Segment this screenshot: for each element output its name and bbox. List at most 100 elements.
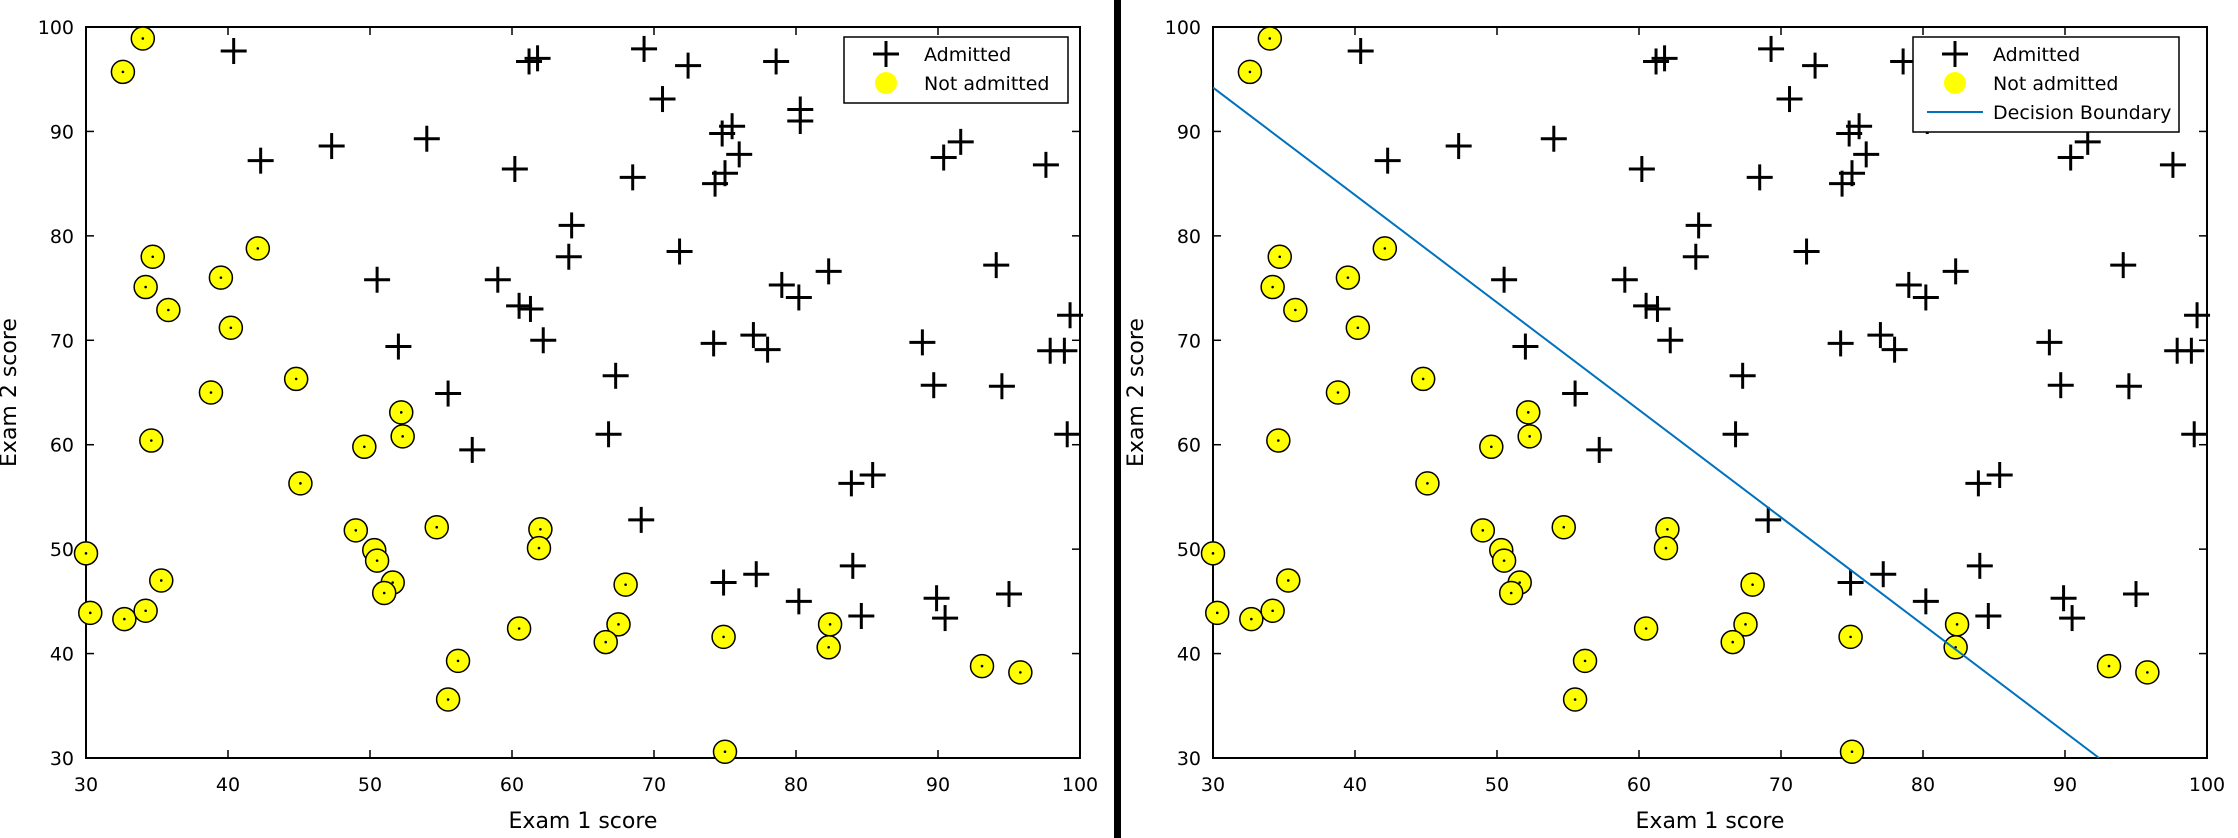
- not-admitted-point-center: [1481, 529, 1485, 532]
- not-admitted-point-center: [401, 435, 404, 438]
- admitted-point: [1986, 461, 2013, 488]
- not-admitted-point-center: [1664, 546, 1668, 550]
- admitted-point: [501, 156, 528, 183]
- admitted-point: [1881, 336, 1908, 363]
- x-tick-label: 50: [358, 774, 382, 796]
- x-tick-label: 40: [216, 774, 240, 796]
- not-admitted-point-center: [391, 581, 395, 584]
- not-admitted-point-center: [219, 276, 223, 279]
- x-tick-label: 100: [1062, 774, 1098, 796]
- legend-label: Admitted: [1993, 44, 2080, 66]
- admitted-point: [1839, 160, 1865, 187]
- admitted-point: [709, 120, 736, 147]
- legend: Admitted Not admitted Decision Boundary: [1912, 36, 2180, 133]
- admitted-point: [1793, 238, 1820, 265]
- not-admitted-point-center: [167, 308, 170, 312]
- legend-not-admitted-marker: [875, 72, 897, 94]
- admitted-point: [628, 506, 655, 533]
- admitted-point: [506, 292, 533, 319]
- admitted-point: [743, 561, 770, 588]
- not-admitted-point-center: [1356, 326, 1360, 330]
- admitted-point: [700, 330, 727, 357]
- chart-panel-1: 30 40 50 60 70 80 90 100 30 40 50 60 70 80 90 100 Exam 1…: [0, 17, 1098, 834]
- not-admitted-point-center: [517, 627, 521, 630]
- y-tick-label: 70: [50, 330, 74, 352]
- admitted-point: [2115, 373, 2142, 400]
- not-admitted-point-center: [141, 37, 145, 40]
- not-admitted-point-center: [1215, 611, 1219, 615]
- admitted-point: [1776, 86, 1803, 113]
- x-tick-label: 50: [1485, 774, 1509, 796]
- not-admitted-point-center: [294, 377, 298, 381]
- admitted-point: [2050, 585, 2077, 612]
- admitted-point: [785, 588, 812, 615]
- admitted-point: [1644, 295, 1671, 322]
- admitted-point: [754, 336, 781, 363]
- admitted-point: [848, 602, 875, 629]
- not-admitted-point-center: [1528, 435, 1531, 438]
- y-tick-label: 40: [1177, 644, 1201, 666]
- admitted-point: [1562, 380, 1589, 407]
- not-admitted-point-center: [1250, 617, 1253, 621]
- admitted-point: [932, 605, 959, 632]
- not-admitted-point-center: [121, 70, 125, 74]
- y-tick-label: 50: [1177, 539, 1201, 561]
- admitted-point: [2123, 581, 2149, 608]
- y-tick-label: 60: [1177, 435, 1201, 457]
- admitted-point: [595, 421, 622, 448]
- not-admitted-point-center: [1294, 308, 1297, 312]
- admitted-point: [1912, 588, 1939, 615]
- x-tick-label: 80: [784, 774, 808, 796]
- legend-label: Admitted: [924, 44, 1011, 66]
- not-admitted-point-center: [1955, 623, 1959, 626]
- admitted-point: [726, 141, 753, 168]
- x-tick-label: 100: [2189, 774, 2225, 796]
- admitted-point: [740, 322, 767, 349]
- y-axis-label: Exam 2 score: [0, 318, 22, 467]
- admitted-point: [1827, 330, 1854, 357]
- not-admitted-point-center: [624, 583, 627, 586]
- admitted-point: [484, 266, 511, 293]
- x-tick-label: 90: [926, 774, 950, 796]
- x-axis-label: Exam 1 score: [1636, 809, 1785, 834]
- x-tick-label: 60: [500, 774, 524, 796]
- not-admitted-point-center: [1490, 445, 1493, 449]
- admitted-point: [2181, 421, 2208, 448]
- not-admitted-point-center: [1562, 525, 1566, 529]
- admitted-point: [1651, 45, 1678, 72]
- legend-label: Decision Boundary: [1993, 102, 2171, 124]
- admitted-point: [839, 552, 866, 579]
- not-admitted-point-center: [363, 445, 366, 449]
- admitted-point: [1867, 322, 1894, 349]
- admitted-point: [1965, 470, 1992, 497]
- admitted-point: [1755, 506, 1782, 533]
- not-admitted-point-center: [1751, 583, 1754, 586]
- y-tick-label: 30: [50, 748, 74, 770]
- admitted-point: [983, 252, 1010, 279]
- admitted-point: [763, 48, 790, 75]
- not-admitted-point-center: [1019, 671, 1022, 674]
- not-admitted-point-center: [827, 646, 830, 649]
- not-admitted-point-center: [1248, 70, 1252, 74]
- admitted-point: [649, 86, 676, 113]
- not-admitted-point-center: [1271, 609, 1274, 613]
- not-admitted-point-center: [229, 326, 233, 330]
- not-admitted-point-center: [446, 698, 450, 701]
- y-tick-label: 50: [50, 539, 74, 561]
- admitted-point: [1746, 164, 1773, 191]
- not-admitted-point-center: [1731, 640, 1735, 644]
- admitted-point: [1837, 569, 1864, 596]
- admitted-point: [385, 333, 412, 360]
- admitted-point: [2159, 151, 2186, 178]
- not-admitted-point-center: [1383, 247, 1387, 250]
- x-tick-label: 30: [1201, 774, 1225, 796]
- admitted-point: [1628, 156, 1655, 183]
- admitted-point: [1870, 561, 1897, 588]
- not-admitted-point-center: [1426, 482, 1429, 485]
- not-admitted-point-center: [256, 247, 260, 250]
- admitted-point: [1512, 333, 1539, 360]
- admitted-point: [1975, 602, 2002, 629]
- not-admitted-point-center: [1573, 698, 1577, 701]
- legend-not-admitted-marker: [1944, 72, 1966, 94]
- admitted-point: [619, 164, 646, 191]
